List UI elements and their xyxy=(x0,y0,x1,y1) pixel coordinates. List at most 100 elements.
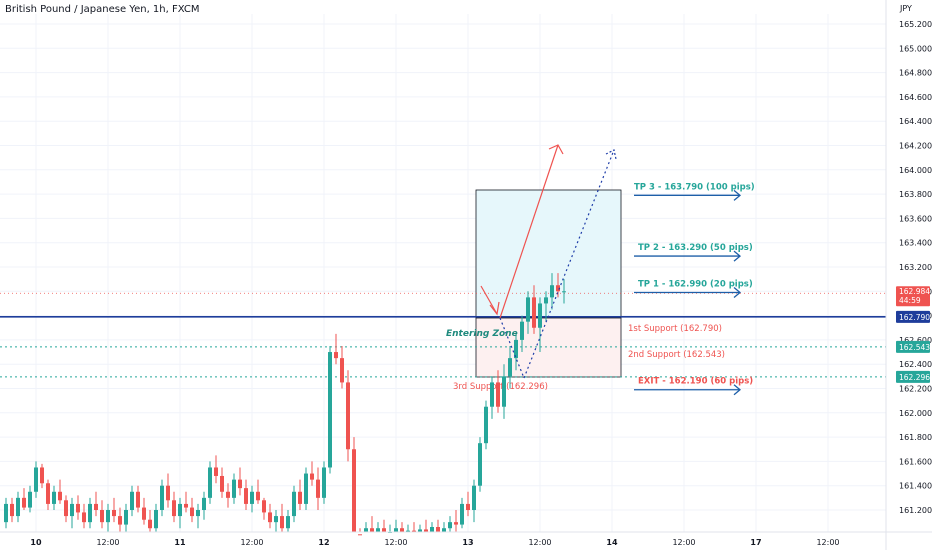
take-profit-zone[interactable] xyxy=(475,189,622,319)
candle xyxy=(82,503,86,529)
entry-drop-arrow xyxy=(480,285,498,315)
candle xyxy=(538,297,542,353)
candle xyxy=(88,497,92,529)
candle xyxy=(220,467,224,498)
candle xyxy=(400,522,404,532)
candle xyxy=(190,497,194,523)
candle xyxy=(286,510,290,532)
price-tick-label: 162.000 xyxy=(899,409,932,418)
currency-label: JPY xyxy=(900,4,912,13)
time-tick-label: 11 xyxy=(174,538,186,547)
candle xyxy=(292,485,296,523)
candle xyxy=(196,503,200,529)
candle xyxy=(46,479,50,510)
candle xyxy=(490,376,494,419)
time-tick-label: 14 xyxy=(606,538,618,547)
up-arrow xyxy=(499,144,559,319)
target-label: TP 1 - 162.990 (20 pips) xyxy=(638,280,753,290)
support-levels: 1st Support (162.790) 2nd Support (162.54… xyxy=(0,292,886,392)
price-tick-label: 165.000 xyxy=(899,44,932,53)
candle xyxy=(526,291,530,334)
candle xyxy=(274,510,278,532)
dotted-arrowhead xyxy=(605,149,617,160)
candle xyxy=(4,497,8,529)
candle xyxy=(496,370,500,413)
price-tick-label: 162.600 xyxy=(899,336,932,345)
chart-title: British Pound / Japanese Yen, 1h, FXCM xyxy=(5,4,200,15)
candle xyxy=(160,479,164,517)
candle xyxy=(226,483,230,508)
price-tick-label: 161.200 xyxy=(899,506,932,515)
candle xyxy=(64,495,68,523)
time-tick-label: 17 xyxy=(750,538,761,547)
candle xyxy=(370,516,374,532)
candle xyxy=(10,497,14,523)
level-price-tag xyxy=(896,370,930,383)
candle xyxy=(76,495,80,520)
candle xyxy=(40,463,44,489)
candle xyxy=(520,315,524,353)
price-tick-label: 163.400 xyxy=(899,239,932,248)
candle xyxy=(508,345,512,389)
candle xyxy=(268,503,272,529)
candle xyxy=(166,473,170,508)
candle xyxy=(136,485,140,513)
candle xyxy=(304,467,308,510)
time-tick-label: 12:00 xyxy=(384,538,407,547)
candle xyxy=(118,507,122,532)
stop-loss-zone[interactable] xyxy=(475,317,622,378)
candle xyxy=(454,510,458,532)
time-tick-label: 12:00 xyxy=(672,538,695,547)
target-label: TP 3 - 163.790 (100 pips) xyxy=(634,182,755,192)
support-1-label: 1st Support (162.790) xyxy=(628,324,722,334)
trade-path xyxy=(480,144,617,379)
price-tick-label: 164.400 xyxy=(899,117,932,126)
candle xyxy=(502,364,506,419)
candle xyxy=(436,519,440,532)
time-tick-label: 10 xyxy=(30,538,42,547)
time-axis[interactable]: 10 12:00 11 12:00 12 12:00 13 12:00 14 12:00 17 12:… xyxy=(0,531,932,547)
candle xyxy=(394,519,398,532)
candle xyxy=(16,491,20,523)
candle xyxy=(178,497,182,529)
candle xyxy=(238,467,242,496)
current-price-value: 162.984 xyxy=(899,287,930,296)
level-price-tag xyxy=(896,310,930,323)
current-price-timer: 44:59 xyxy=(899,296,921,305)
price-tick-label: 161.600 xyxy=(899,457,932,466)
price-axis[interactable]: 165.200 165.000 164.800 164.600 164.400 164.2… xyxy=(885,0,932,550)
candle xyxy=(424,519,428,532)
price-tick-label: 164.800 xyxy=(899,69,932,78)
time-tick-label: 12 xyxy=(318,538,329,547)
candle xyxy=(364,522,368,532)
time-tick-label: 12:00 xyxy=(528,538,551,547)
candle xyxy=(94,491,98,517)
candle xyxy=(322,461,326,504)
candle xyxy=(142,497,146,525)
candle xyxy=(418,524,422,532)
candle xyxy=(544,291,548,322)
target-label: TP 2 - 163.290 (50 pips) xyxy=(638,243,753,253)
candle xyxy=(328,345,332,474)
target-label: EXIT - 162.190 (60 pips) xyxy=(638,377,753,387)
candle xyxy=(406,524,410,532)
time-tick-label: 12:00 xyxy=(240,538,263,547)
target-arrowhead xyxy=(733,384,742,396)
candle xyxy=(430,522,434,532)
candle xyxy=(184,491,188,513)
time-tick-label: 12:00 xyxy=(816,538,839,547)
candle xyxy=(472,479,476,523)
candle xyxy=(478,437,482,492)
candle xyxy=(448,516,452,532)
price-tick-label: 164.600 xyxy=(899,93,932,102)
candle xyxy=(550,273,554,310)
dotted-drop-line xyxy=(499,317,525,379)
price-tick-label: 165.200 xyxy=(899,20,932,29)
candle xyxy=(172,491,176,523)
candle xyxy=(124,503,128,532)
candle xyxy=(130,485,134,517)
candle xyxy=(466,491,470,517)
candle xyxy=(376,522,380,532)
